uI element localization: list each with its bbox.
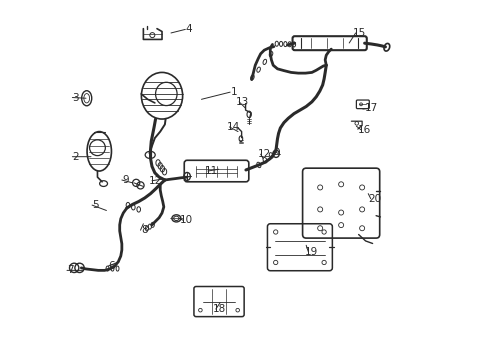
Text: 13: 13: [236, 97, 249, 107]
Text: 6: 6: [108, 261, 115, 271]
Text: 8: 8: [141, 225, 147, 235]
Text: 4: 4: [185, 24, 192, 35]
Text: 7: 7: [67, 265, 74, 275]
Text: 11: 11: [204, 166, 218, 176]
Text: 2: 2: [73, 152, 79, 162]
Text: 14: 14: [226, 122, 239, 132]
Text: 12: 12: [257, 149, 270, 159]
Text: 18: 18: [212, 304, 225, 314]
Text: 10: 10: [180, 215, 193, 225]
Text: 1: 1: [230, 87, 237, 97]
Text: 12: 12: [149, 176, 162, 186]
Text: 5: 5: [92, 200, 99, 210]
Text: 3: 3: [73, 93, 79, 103]
Text: 15: 15: [352, 28, 365, 38]
Text: 17: 17: [365, 103, 378, 113]
Text: 9: 9: [122, 175, 128, 185]
Text: 20: 20: [367, 194, 380, 204]
Text: 16: 16: [357, 125, 370, 135]
Text: 19: 19: [305, 247, 318, 257]
